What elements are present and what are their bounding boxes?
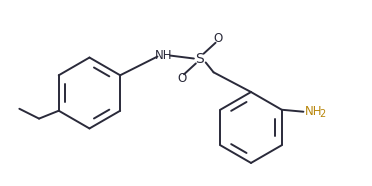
Text: 2: 2 (319, 109, 326, 119)
Text: NH: NH (155, 49, 172, 62)
Text: S: S (195, 52, 204, 65)
Text: O: O (213, 32, 222, 45)
Text: NH: NH (305, 105, 323, 118)
Text: O: O (177, 72, 187, 85)
